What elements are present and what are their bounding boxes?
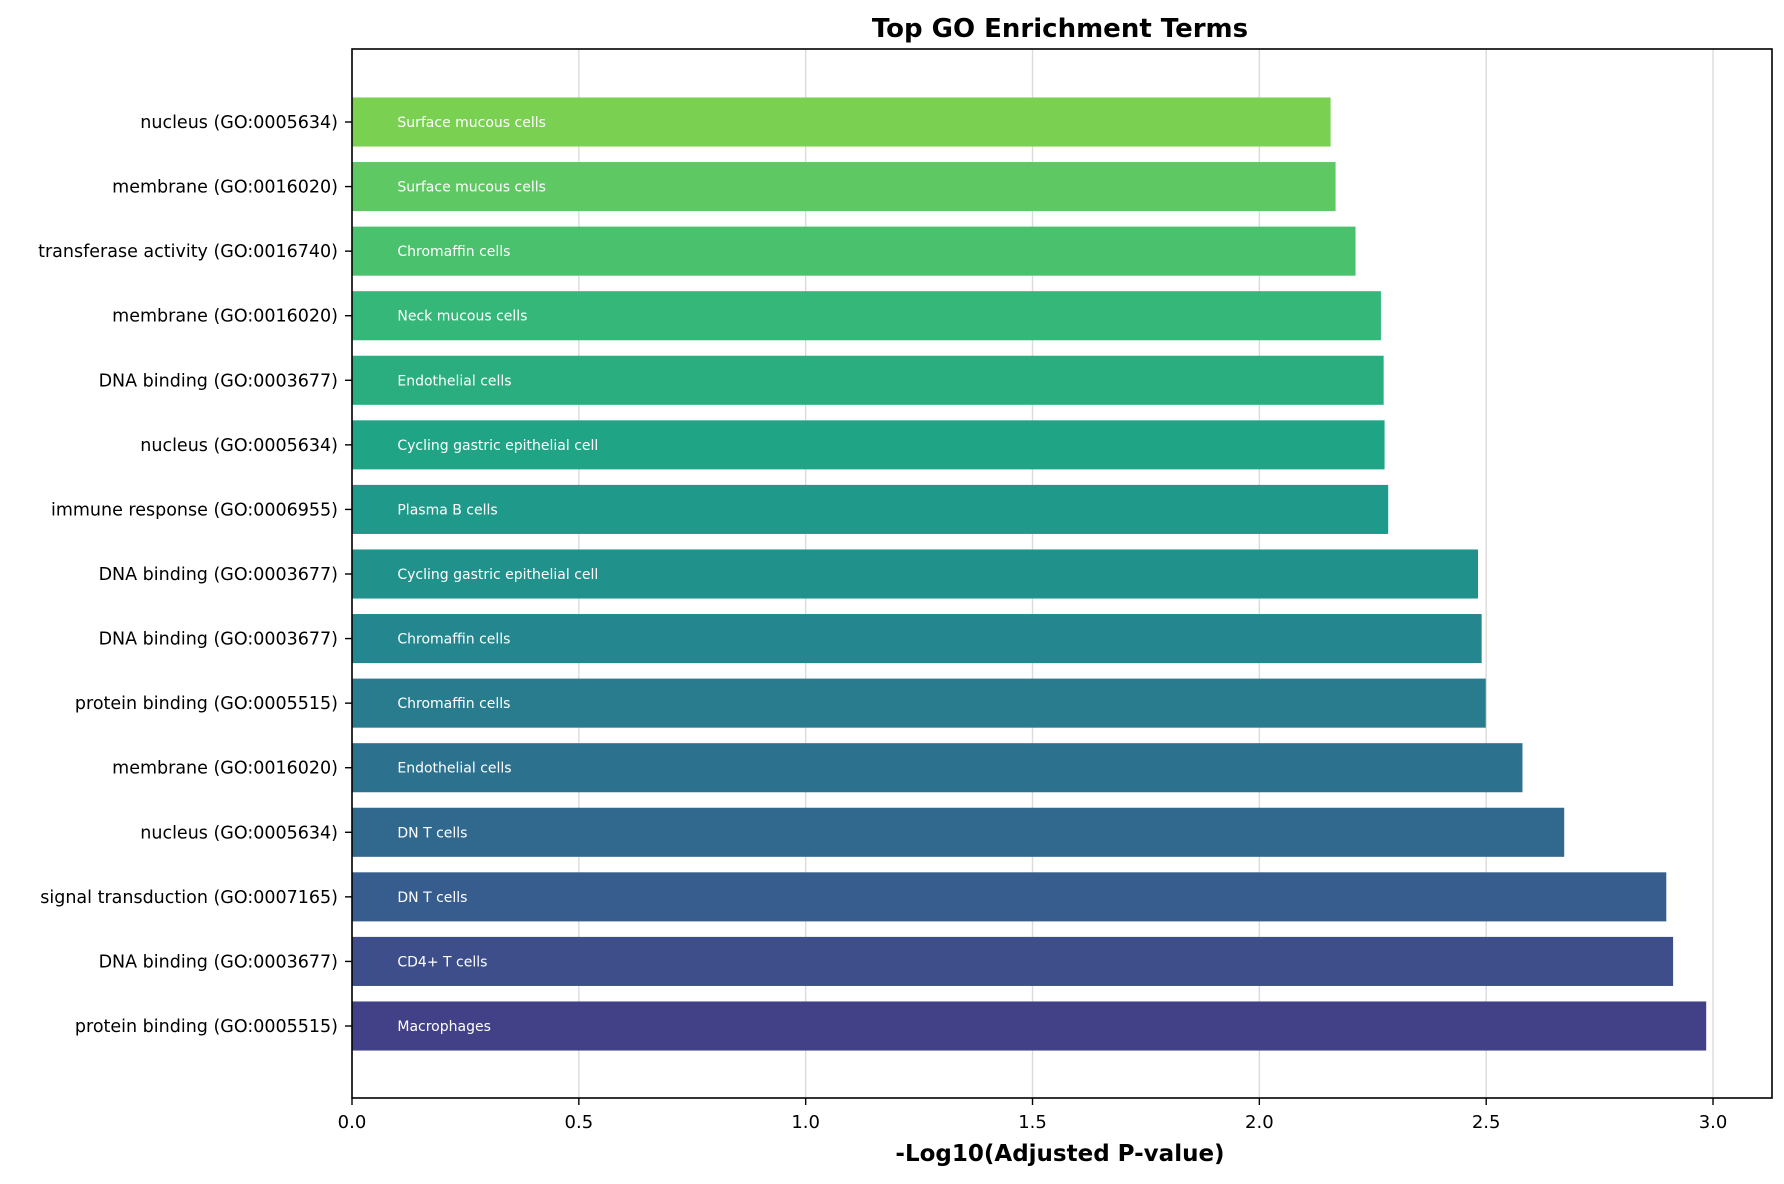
y-tick-label: protein binding (GO:0005515) [75, 694, 338, 714]
bar-cell-type-label: Endothelial cells [397, 761, 511, 777]
y-tick-label: membrane (GO:0016020) [112, 307, 338, 327]
bar-cell-type-label: DN T cells [397, 890, 467, 906]
y-tick-label: immune response (GO:0006955) [51, 500, 338, 520]
bar-cell-type-label: CD4+ T cells [397, 954, 487, 970]
y-tick-label: DNA binding (GO:0003677) [99, 630, 338, 650]
y-tick-label: membrane (GO:0016020) [112, 759, 338, 779]
x-tick-label: 1.5 [1018, 1112, 1047, 1133]
bar [352, 420, 1385, 470]
y-tick-label: nucleus (GO:0005634) [140, 436, 338, 456]
y-axis-tick-labels: protein binding (GO:0005515) DNA binding … [38, 113, 352, 1037]
bar-cell-type-label: Macrophages [397, 1019, 491, 1035]
bar [352, 936, 1674, 986]
bar [352, 614, 1482, 664]
y-tick-label: membrane (GO:0016020) [112, 178, 338, 198]
bar [352, 162, 1336, 212]
y-tick-label: signal transduction (GO:0007165) [40, 888, 338, 908]
x-axis-ticks: 0.0 0.5 1.0 1.5 2.0 2.5 3.0 [338, 1098, 1728, 1133]
bar [352, 807, 1565, 857]
x-tick-label: 0.0 [338, 1112, 367, 1133]
x-axis-label: -Log10(Adjusted P-value) [895, 1141, 1224, 1167]
bar-cell-type-label: Surface mucous cells [397, 180, 546, 196]
bar [352, 291, 1381, 341]
y-tick-label: protein binding (GO:0005515) [75, 1017, 338, 1037]
y-tick-label: nucleus (GO:0005634) [140, 823, 338, 843]
x-tick-label: 3.0 [1699, 1112, 1728, 1133]
bar [352, 484, 1389, 534]
bar-series [352, 97, 1707, 1051]
bar-cell-type-label: Surface mucous cells [397, 115, 546, 131]
bar [352, 355, 1384, 405]
bar-cell-type-label: Endothelial cells [397, 373, 511, 389]
bar [352, 743, 1523, 793]
bar [352, 872, 1667, 922]
bar [352, 97, 1331, 147]
x-tick-label: 2.5 [1472, 1112, 1501, 1133]
y-tick-label: nucleus (GO:0005634) [140, 113, 338, 133]
bar-cell-type-label: Plasma B cells [397, 502, 497, 518]
y-tick-label: transferase activity (GO:0016740) [38, 242, 338, 262]
bar [352, 678, 1486, 728]
bar-cell-type-label: Chromaffin cells [397, 632, 510, 648]
plot-frame [351, 48, 1773, 1099]
bar-cell-type-label: Cycling gastric epithelial cell [397, 438, 598, 454]
x-tick-label: 2.0 [1245, 1112, 1274, 1133]
y-tick-label: DNA binding (GO:0003677) [99, 371, 338, 391]
bar [352, 1001, 1707, 1051]
bar [352, 549, 1479, 599]
bar-cell-type-label: Chromaffin cells [397, 244, 510, 260]
y-tick-label: DNA binding (GO:0003677) [99, 565, 338, 585]
bar-cell-type-label: Chromaffin cells [397, 696, 510, 712]
bar-cell-type-label: Neck mucous cells [397, 309, 527, 325]
x-tick-label: 1.0 [791, 1112, 820, 1133]
bar-cell-type-label: Cycling gastric epithelial cell [397, 567, 598, 583]
bar-cell-type-label: DN T cells [397, 825, 467, 841]
chart-title: Top GO Enrichment Terms [872, 14, 1248, 44]
y-tick-label: DNA binding (GO:0003677) [99, 952, 338, 972]
x-tick-label: 0.5 [565, 1112, 594, 1133]
bar-inner-labels: Macrophages CD4+ T cells DN T cells DN T ce… [397, 115, 598, 1035]
bar [352, 226, 1356, 276]
